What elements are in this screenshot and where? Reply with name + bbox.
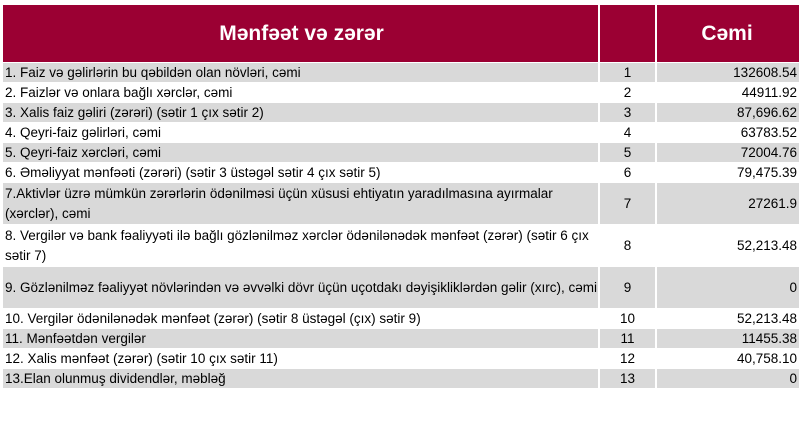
row-value: 52,213.48 [657, 225, 799, 266]
row-label: 10. Vergilər ödənilənədək mənfəət (zərər… [3, 309, 598, 328]
table-row: 4. Qeyri-faiz gəlirləri, cəmi 4 63783.52 [3, 123, 799, 142]
header-number [600, 5, 655, 62]
row-number: 12 [600, 349, 655, 368]
table-row: 1. Faiz və gəlirlərin bu qəbildən olan n… [3, 63, 799, 82]
row-label: 7.Aktivlər üzrə mümkün zərərlərin ödənil… [3, 183, 598, 224]
table-row: 9. Gözlənilməz fəaliyyət növlərindən və … [3, 267, 799, 308]
table-row: 10. Vergilər ödənilənədək mənfəət (zərər… [3, 309, 799, 328]
row-value: 72004.76 [657, 143, 799, 162]
row-value: 0 [657, 267, 799, 308]
row-value: 63783.52 [657, 123, 799, 142]
row-value: 79,475.39 [657, 163, 799, 182]
header-total: Cəmi [657, 5, 799, 62]
table-row: 3. Xalis faiz gəliri (zərəri) (sətir 1 ç… [3, 103, 799, 122]
row-number: 5 [600, 143, 655, 162]
row-value: 11455.38 [657, 329, 799, 348]
row-label: 1. Faiz və gəlirlərin bu qəbildən olan n… [3, 63, 598, 82]
row-label: 13.Elan olunmuş dividendlər, məbləğ [3, 369, 598, 388]
row-number: 6 [600, 163, 655, 182]
row-number: 10 [600, 309, 655, 328]
row-label: 5. Qeyri-faiz xərcləri, cəmi [3, 143, 598, 162]
table-row: 5. Qeyri-faiz xərcləri, cəmi 5 72004.76 [3, 143, 799, 162]
table-header: Mənfəət və zərər Cəmi [3, 5, 799, 62]
table-row: 7.Aktivlər üzrə mümkün zərərlərin ödənil… [3, 183, 799, 224]
row-value: 52,213.48 [657, 309, 799, 328]
row-label: 4. Qeyri-faiz gəlirləri, cəmi [3, 123, 598, 142]
table-row: 12. Xalis mənfəət (zərər) (sətir 10 çıx … [3, 349, 799, 368]
row-number: 13 [600, 369, 655, 388]
row-number: 8 [600, 225, 655, 266]
row-number: 1 [600, 63, 655, 82]
row-value: 27261.9 [657, 183, 799, 224]
row-label: 3. Xalis faiz gəliri (zərəri) (sətir 1 ç… [3, 103, 598, 122]
header-title: Mənfəət və zərər [3, 5, 598, 62]
row-value: 87,696.62 [657, 103, 799, 122]
table-row: 6. Əməliyyat mənfəəti (zərəri) (sətir 3 … [3, 163, 799, 182]
row-value: 0 [657, 369, 799, 388]
row-number: 7 [600, 183, 655, 224]
table-row: 13.Elan olunmuş dividendlər, məbləğ 13 0 [3, 369, 799, 388]
row-number: 4 [600, 123, 655, 142]
row-label: 2. Faizlər və onlara bağlı xərclər, cəmi [3, 83, 598, 102]
row-label: 12. Xalis mənfəət (zərər) (sətir 10 çıx … [3, 349, 598, 368]
row-value: 132608.54 [657, 63, 799, 82]
row-label: 8. Vergilər və bank fəaliyyəti ilə bağlı… [3, 225, 598, 266]
row-value: 44911.92 [657, 83, 799, 102]
row-number: 3 [600, 103, 655, 122]
row-number: 11 [600, 329, 655, 348]
table-row: 2. Faizlər və onlara bağlı xərclər, cəmi… [3, 83, 799, 102]
table-row: 11. Mənfəətdən vergilər 11 11455.38 [3, 329, 799, 348]
row-number: 9 [600, 267, 655, 308]
row-label: 9. Gözlənilməz fəaliyyət növlərindən və … [3, 267, 598, 308]
row-number: 2 [600, 83, 655, 102]
profit-loss-table: Mənfəət və zərər Cəmi 1. Faiz və gəlirlə… [3, 5, 799, 389]
row-label: 11. Mənfəətdən vergilər [3, 329, 598, 348]
row-value: 40,758.10 [657, 349, 799, 368]
table-row: 8. Vergilər və bank fəaliyyəti ilə bağlı… [3, 225, 799, 266]
row-label: 6. Əməliyyat mənfəəti (zərəri) (sətir 3 … [3, 163, 598, 182]
